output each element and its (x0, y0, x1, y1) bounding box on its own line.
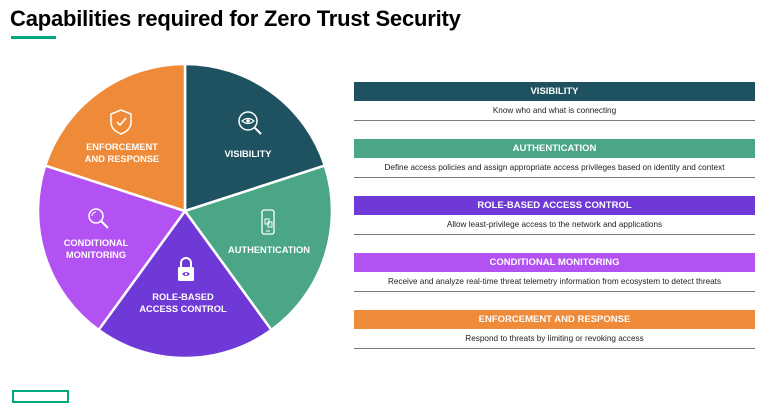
eye-magnifier-icon (238, 111, 262, 135)
wheel-segment-label-line: AUTHENTICATION (228, 245, 310, 255)
capability-description: Know who and what is connecting (354, 101, 755, 121)
capability-description: Allow least-privilege access to the netw… (354, 215, 755, 235)
page-title: Capabilities required for Zero Trust Sec… (10, 6, 461, 31)
title-underline (11, 36, 56, 39)
wheel-segment-label-line: AND RESPONSE (85, 154, 159, 164)
wheel-segment-label-line: ACCESS CONTROL (139, 304, 227, 314)
wheel-segment-label: VISIBILITY (224, 149, 272, 159)
capability-list: VISIBILITY Know who and what is connecti… (354, 82, 755, 367)
footer-logo-bar (12, 390, 69, 403)
shield-check-icon (110, 109, 132, 135)
lock-icon (178, 257, 194, 281)
capability-authentication: AUTHENTICATION Define access policies an… (354, 139, 755, 196)
wheel-segment-label-line: VISIBILITY (224, 149, 272, 159)
phone-auth-icon (261, 209, 275, 235)
wheel-segment-label-line: ENFORCEMENT (86, 142, 158, 152)
wheel-segment (96, 208, 274, 360)
wheel-segment-label-line: CONDITIONAL (64, 238, 129, 248)
capability-conditional-monitoring: CONDITIONAL MONITORING Receive and analy… (354, 253, 755, 310)
wheel-segment (43, 62, 187, 213)
capability-title: CONDITIONAL MONITORING (354, 253, 755, 272)
wheel-segment-label-line: ROLE-BASED (152, 292, 214, 302)
capability-visibility: VISIBILITY Know who and what is connecti… (354, 82, 755, 139)
wheel-segment-label: AUTHENTICATION (228, 245, 310, 255)
capability-description: Define access policies and assign approp… (354, 158, 755, 178)
capability-description: Receive and analyze real-time threat tel… (354, 272, 755, 292)
capability-description: Respond to threats by limiting or revoki… (354, 329, 755, 349)
capability-role-based-access-control: ROLE-BASED ACCESS CONTROL Allow least-pr… (354, 196, 755, 253)
wheel-segment (182, 163, 334, 332)
capability-enforcement-and-response: ENFORCEMENT AND RESPONSE Respond to thre… (354, 310, 755, 367)
wheel-segment-label: CONDITIONAL MONITORING (64, 238, 129, 260)
search-icon (88, 208, 109, 229)
wheel-segment (36, 163, 188, 332)
wheel-segment (183, 62, 327, 213)
capability-title: AUTHENTICATION (354, 139, 755, 158)
capability-title: ROLE-BASED ACCESS CONTROL (354, 196, 755, 215)
wheel-segment-label: ENFORCEMENT AND RESPONSE (85, 142, 159, 164)
capability-title: ENFORCEMENT AND RESPONSE (354, 310, 755, 329)
wheel-segment-label-line: MONITORING (66, 250, 126, 260)
capability-title: VISIBILITY (354, 82, 755, 101)
wheel-segment-label: ROLE-BASED ACCESS CONTROL (139, 292, 227, 314)
